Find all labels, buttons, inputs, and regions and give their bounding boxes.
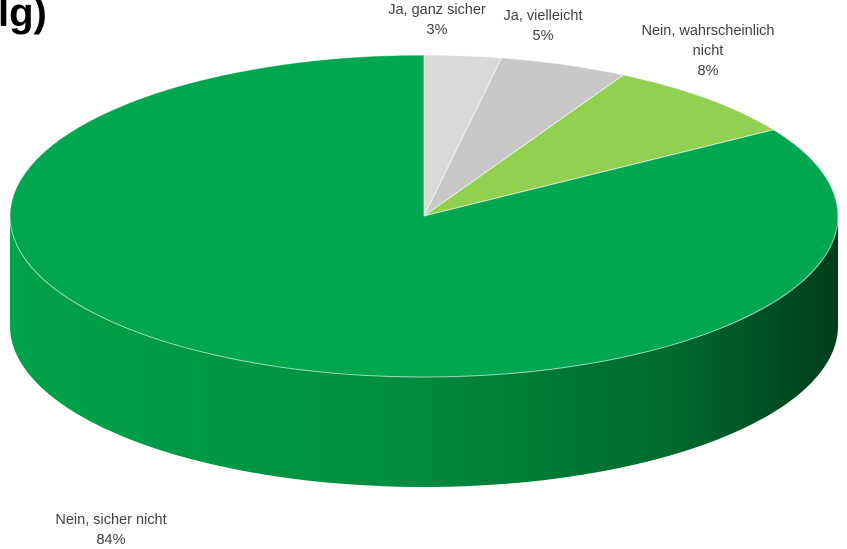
pie-side-layer xyxy=(10,216,838,487)
data-label-ja-ganz-sicher: Ja, ganz sicher 3% xyxy=(388,0,486,40)
data-label-category: Nein, wahrscheinlich xyxy=(641,23,775,39)
data-label-value: 3% xyxy=(426,22,448,38)
data-label-category: Ja, vielleicht xyxy=(503,8,583,24)
data-label-nein-sicher-nicht: Nein, sicher nicht 84% xyxy=(55,510,166,549)
data-label-value: 5% xyxy=(532,28,554,44)
data-label-category: Nein, sicher nicht xyxy=(55,512,167,528)
data-label-value: 8% xyxy=(697,63,719,79)
pie-slice-nein-wahrscheinlich-nicht xyxy=(423,74,775,217)
pie-slice-nein-sicher-nicht xyxy=(9,54,839,378)
data-label-ja-vielleicht: Ja, vielleicht 5% xyxy=(504,6,583,46)
chart-title: lg) xyxy=(0,0,47,35)
data-label-category: Ja, ganz sicher xyxy=(388,2,486,18)
data-label-value: 84% xyxy=(96,532,126,548)
data-label-nein-wahrscheinlich-nicht: Nein, wahrscheinlich nicht 8% xyxy=(642,21,775,81)
data-label-category: nicht xyxy=(692,43,724,59)
pie-side-nein-sicher-nicht xyxy=(10,216,838,487)
pie-top-layer xyxy=(9,54,839,378)
